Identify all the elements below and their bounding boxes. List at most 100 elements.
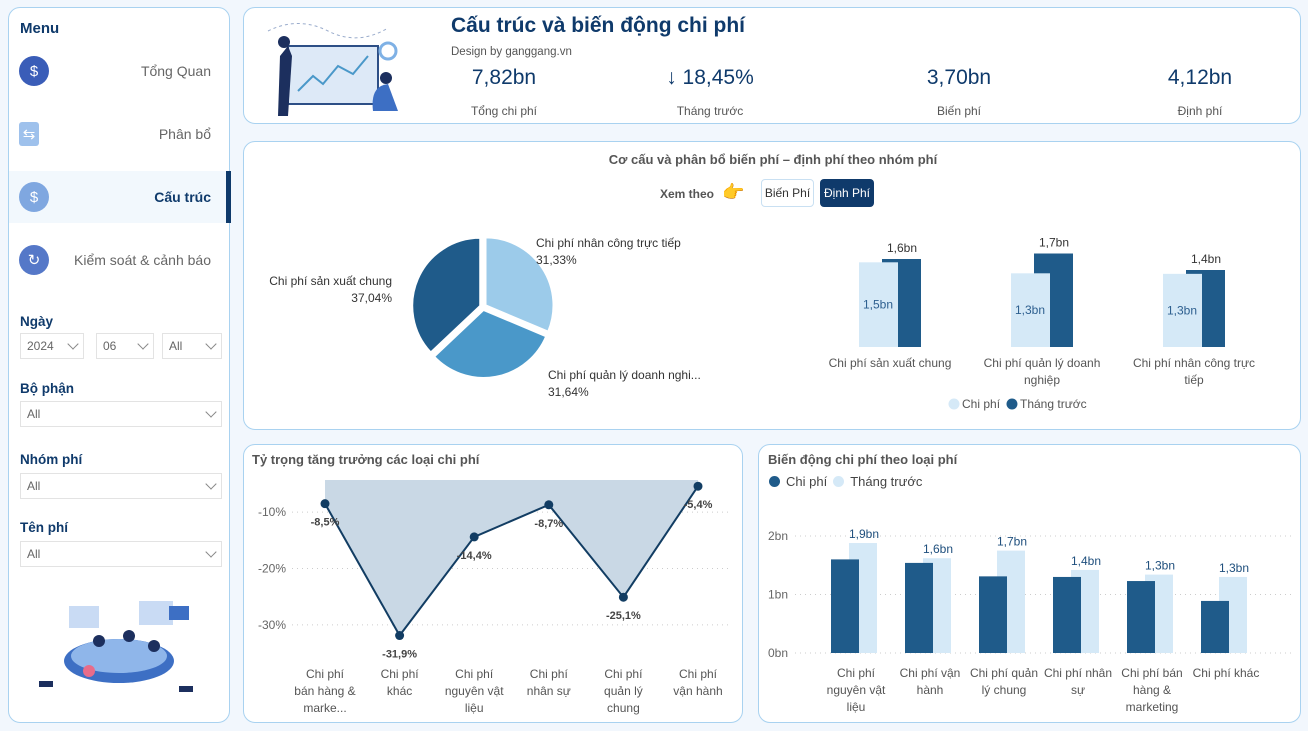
date-label: Ngày: [20, 314, 54, 329]
group-value: All: [27, 479, 41, 493]
legend-label: Chi phí: [786, 474, 828, 489]
cost-structure-pie-chart: Chi phí nhân công trực tiếp 31,33% Chi phí…: [269, 236, 701, 399]
legend-dot-icon: [1006, 398, 1018, 410]
data-point: [469, 532, 479, 542]
pie-value: 31,64%: [548, 385, 589, 399]
money-bag-icon: $: [19, 182, 49, 212]
pie-label: Chi phí quản lý doanh nghi...: [548, 368, 701, 382]
kpi-fixed-cost: 4,12bn Định phí: [1130, 66, 1270, 118]
day-value: All: [169, 339, 183, 353]
variance-bar-chart: 0bn 1bn 2bn 1,9bn Chi phí nguyên vật liệu 1,6bn…: [768, 527, 1291, 714]
bar-current: [979, 576, 1007, 653]
data-label: -14,4%: [457, 550, 492, 562]
bar-label: 1,6bn: [887, 241, 917, 255]
bar-current: [1053, 576, 1081, 653]
kpi-value: 7,82bn: [471, 66, 537, 89]
name-label: Tên phí: [20, 520, 68, 535]
department-value: All: [27, 407, 41, 421]
bar-current: [1163, 273, 1202, 347]
page-title: Cấu trúc và biến động chi phí: [451, 14, 746, 37]
fixed-cost-button[interactable]: Định Phí: [820, 179, 874, 207]
gear-dollar-icon: $: [19, 56, 49, 86]
kpi-value: 4,12bn: [1167, 66, 1233, 89]
category-label: Chi phí bán hàng & marke...: [294, 667, 355, 715]
category-label: Chi phí nhân sự: [527, 667, 571, 698]
bar-current: [905, 562, 933, 653]
bar-label: 1,3bn: [1145, 559, 1175, 573]
kpi-previous-month: ↓ 18,45% Tháng trước: [640, 66, 780, 118]
bar-label: 1,3bn: [1167, 303, 1197, 317]
nav-tong-quan[interactable]: $ Tổng Quan: [9, 45, 231, 97]
pie-label: Chi phí nhân công trực tiếp: [536, 236, 681, 250]
y-tick-label: -30%: [258, 618, 286, 632]
data-point: [320, 499, 330, 509]
chevron-down-icon: [205, 546, 217, 558]
category-label: Chi phí quản lý chung: [970, 666, 1038, 697]
category-label: Chi phí quản lý doanh nghiệp: [984, 356, 1101, 387]
data-label: -8,5%: [311, 517, 340, 529]
group-label: Nhóm phí: [20, 452, 83, 467]
nav-label: Cấu trúc: [154, 189, 211, 205]
bar-label: 1,3bn: [1219, 561, 1249, 575]
pie-value: 31,33%: [536, 253, 577, 267]
bar-current: [1201, 600, 1229, 653]
nav-kiem-soat[interactable]: ↻ Kiểm soát & cảnh báo: [9, 234, 231, 286]
variable-cost-button[interactable]: Biến Phí: [761, 179, 814, 207]
kpi-label: Tháng trước: [676, 104, 744, 118]
nav-label: Tổng Quan: [140, 63, 211, 79]
growth-area-chart: -10% -20% -30% -8,5% Chi phí bán hàng & marke.…: [258, 480, 729, 715]
cash-cycle-icon: ↻: [19, 245, 49, 275]
kpi-label: Tổng chi phí: [470, 104, 538, 118]
signpost-icon: ⇆: [19, 122, 39, 146]
bar-current: [859, 262, 898, 347]
category-label: Chi phí bán hàng & marketing: [1121, 666, 1182, 714]
chevron-down-icon: [205, 478, 217, 490]
pointing-hand-icon: 👉: [722, 182, 745, 202]
category-label: Chi phí vận hành: [673, 667, 722, 698]
department-select[interactable]: All: [20, 401, 222, 427]
bar-current: [1011, 273, 1050, 347]
bar-label: 1,6bn: [923, 542, 953, 556]
y-tick-label: -20%: [258, 561, 286, 575]
category-label: Chi phí khác: [381, 667, 420, 698]
area-fill: [325, 480, 698, 636]
data-label: -31,9%: [382, 649, 417, 661]
department-label: Bộ phận: [20, 381, 74, 396]
series-line: [324, 485, 699, 638]
page-subtitle: Design by ganggang.vn: [451, 46, 572, 58]
sidebar: Menu $ Tổng Quan ⇆ Phân bổ $ Cấu trúc ↻ Kiểm…: [8, 7, 231, 723]
category-label: Chi phí sản xuất chung: [829, 356, 952, 370]
data-label: -25,1%: [606, 610, 641, 622]
data-point: [618, 592, 628, 602]
arrow-down-icon: ↓: [666, 66, 677, 89]
name-value: All: [27, 547, 41, 561]
day-select[interactable]: All: [162, 333, 222, 359]
y-tick-label: -10%: [258, 505, 286, 519]
group-select[interactable]: All: [20, 473, 222, 499]
nav-label: Phân bổ: [158, 126, 211, 142]
name-select[interactable]: All: [20, 541, 222, 567]
chevron-down-icon: [67, 338, 79, 350]
legend-dot-icon: [948, 398, 960, 410]
structure-panel: Cơ cấu và phân bổ biến phí – định phí th…: [243, 141, 1301, 430]
data-label: -5,4%: [684, 499, 713, 511]
nav-label: Kiểm soát & cảnh báo: [74, 252, 211, 268]
y-tick-label: 0bn: [768, 646, 788, 660]
bar-label: 1,3bn: [1015, 303, 1045, 317]
legend-dot-icon: [769, 476, 780, 487]
month-select[interactable]: 06: [96, 333, 154, 359]
bar-current: [831, 559, 859, 653]
data-label: -8,7%: [534, 518, 563, 530]
bar-current: [1127, 581, 1155, 653]
kpi-variable-cost: 3,70bn Biến phí: [889, 66, 1029, 118]
nav-cau-truc[interactable]: $ Cấu trúc: [9, 171, 231, 223]
y-tick-label: 2bn: [768, 529, 788, 543]
pie-label: Chi phí sản xuất chung: [269, 274, 392, 288]
kpi-value: 3,70bn: [926, 66, 992, 89]
kpi-total-cost: 7,82bn Tổng chi phí: [434, 66, 574, 118]
nav-phan-bo[interactable]: ⇆ Phân bổ: [9, 108, 231, 160]
kpi-label: Biến phí: [936, 104, 982, 118]
year-select[interactable]: 2024: [20, 333, 84, 359]
fixed-vs-previous-bar-chart: 1,6bn 1,5bn Chi phí sản xuất chung 1,7bn 1,3…: [829, 236, 1255, 412]
pie-value: 37,04%: [351, 291, 392, 305]
